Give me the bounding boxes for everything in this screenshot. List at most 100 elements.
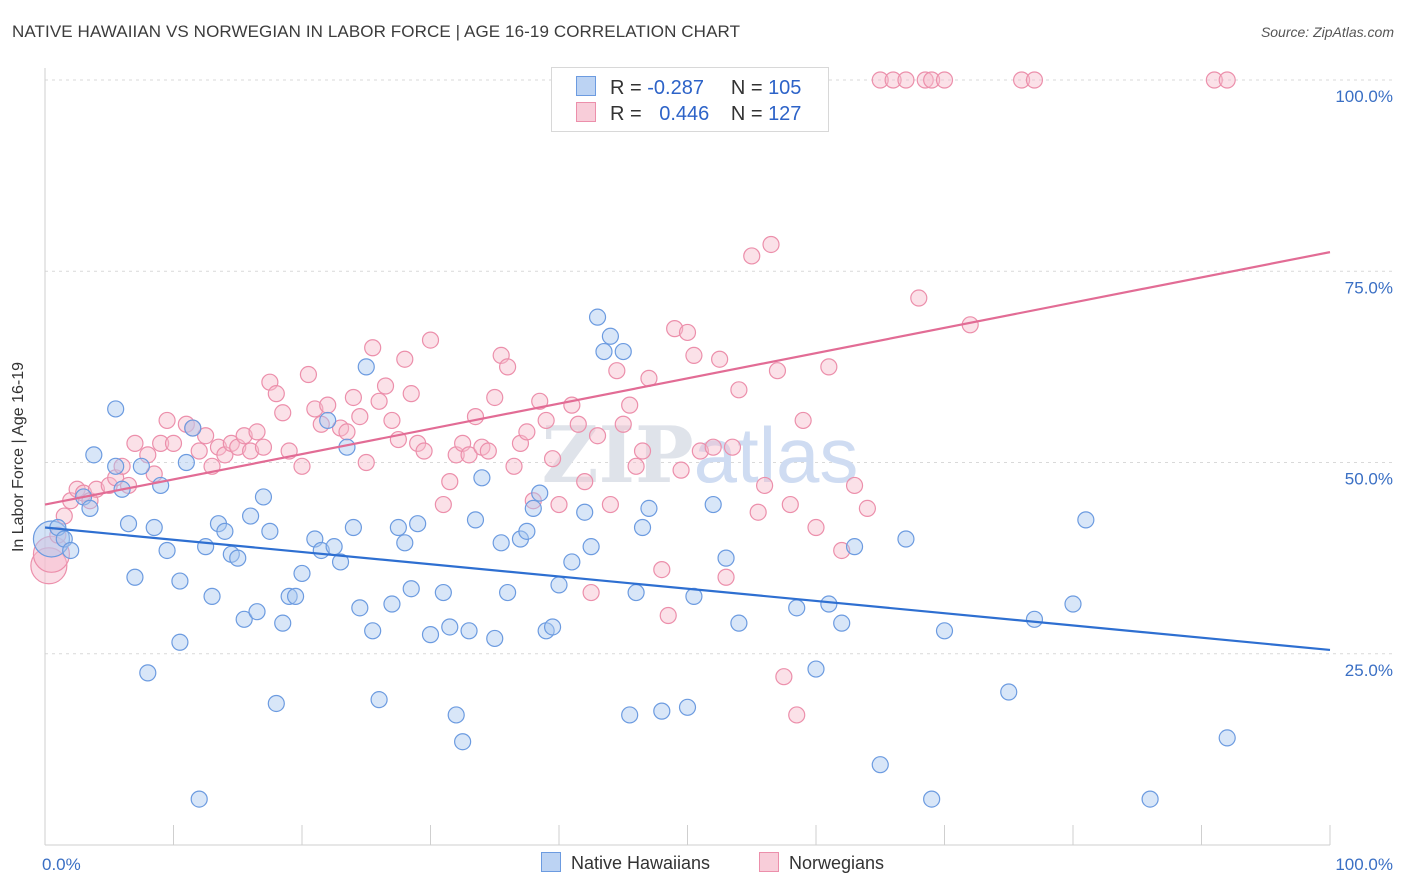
native-hawaiian-point [370,691,388,709]
native-hawaiian-point [788,599,806,617]
native-hawaiian-point [588,308,607,326]
native-hawaiian-point [576,503,594,521]
norwegian-point [254,438,273,456]
norwegian-point [576,473,594,491]
norwegian-trend-line [44,251,1331,506]
norwegian-point [479,442,497,460]
norwegian-point [614,415,632,433]
native-hawaiian-point [235,610,253,628]
norwegian-point [383,411,401,430]
norwegian-point [935,71,954,89]
norwegian-point [762,235,780,254]
native-hawaiian-point [563,553,581,571]
native-hawaiian-point [409,515,427,533]
native-hawaiian-point [935,622,954,640]
native-hawaiian-point [293,564,311,583]
native-hawaiian-point [331,553,350,571]
norwegian-point [666,320,684,338]
native-hawaiian-point [653,702,671,720]
norwegian-point [505,457,523,475]
native-hawaiian-point [447,706,465,724]
norwegian-point [788,706,806,724]
norwegian-point [415,442,433,460]
norwegian-point [242,442,260,460]
norwegian-point [910,289,928,307]
native-hawaiian-point [107,457,125,475]
norwegian-point [717,568,735,586]
native-hawaiian-point [595,342,613,361]
native-hawaiian-point [871,756,889,774]
norwegian-point [627,457,645,475]
bottom-legend-swatch-pink [759,852,779,872]
native-hawaiian-point [119,515,138,533]
native-hawaiian-point [640,499,658,517]
native-hawaiian-point [897,530,915,548]
norwegian-point [884,71,902,89]
native-hawaiian-point [524,499,542,517]
norwegian-point [543,450,562,468]
norwegian-point [897,71,915,89]
native-hawaiian-point [197,538,215,556]
norwegian-point [633,442,652,460]
native-hawaiian-point [319,411,337,430]
native-hawaiian-point [820,595,838,613]
native-hawaiian-point [216,522,234,540]
chart-title: NATIVE HAWAIIAN VS NORWEGIAN IN LABOR FO… [12,22,741,41]
norwegian-point [768,362,787,380]
native-hawaiian-point [402,580,420,598]
tick-labels: 25.0% 50.0% 75.0% 100.0% 0.0% 100.0% [42,87,1393,874]
native-hawaiian-point [280,587,298,605]
axes [44,68,1331,846]
native-hawaiian-point [364,622,382,640]
norwegian-point [723,438,742,456]
norwegian-point [164,434,183,452]
grid [45,79,1392,655]
native-hawaiian-point [621,706,639,724]
norwegian-point [537,411,555,430]
native-hawaiian-point [248,603,266,621]
norwegian-point [621,396,639,414]
norwegian-point [704,438,722,456]
x-tick-label: 0.0% [42,855,81,874]
norwegian-point [858,499,877,517]
native-hawaiian-point [518,522,536,540]
norwegian-point [158,411,176,430]
norwegian-point [775,668,793,686]
legend-r-label: R = [610,103,642,125]
native-hawaiian-point [171,633,189,651]
legend-r-value: 0.446 [659,103,710,125]
norwegian-point [672,461,690,479]
norwegian-point [1025,71,1044,89]
native-hawaiian-point [383,595,401,613]
native-hawaiian-point [421,626,440,644]
native-hawaiian-point [203,587,221,605]
norwegian-point [755,476,774,495]
norwegian-point [601,495,620,514]
norwegian-point [820,358,838,376]
norwegian-point [197,427,215,445]
native-hawaiian-point [704,495,722,514]
norwegian-point [293,457,311,475]
native-hawaiian-point [833,614,851,632]
legend-n-value: 105 [768,77,802,99]
norwegian-point [807,518,825,537]
norwegian-point [319,396,337,414]
native-hawaiian-point [177,453,195,472]
native-hawaiian-point [807,660,825,678]
norwegian-point [1012,71,1031,89]
native-hawaiian-point [923,790,941,808]
norwegian-point [678,323,697,342]
norwegian-point [402,385,420,403]
norwegian-point [441,473,459,491]
norwegian-point [306,400,324,418]
norwegian-point [588,427,607,445]
native-hawaiian-point [254,488,273,506]
native-hawaiian-point [582,538,600,556]
norwegian-point [691,442,709,460]
norwegian-point [338,423,356,441]
norwegian-point [370,392,388,410]
native-hawaiian-point [126,568,144,586]
native-hawaiian-point [242,507,260,525]
native-hawaiian-point [62,541,80,560]
